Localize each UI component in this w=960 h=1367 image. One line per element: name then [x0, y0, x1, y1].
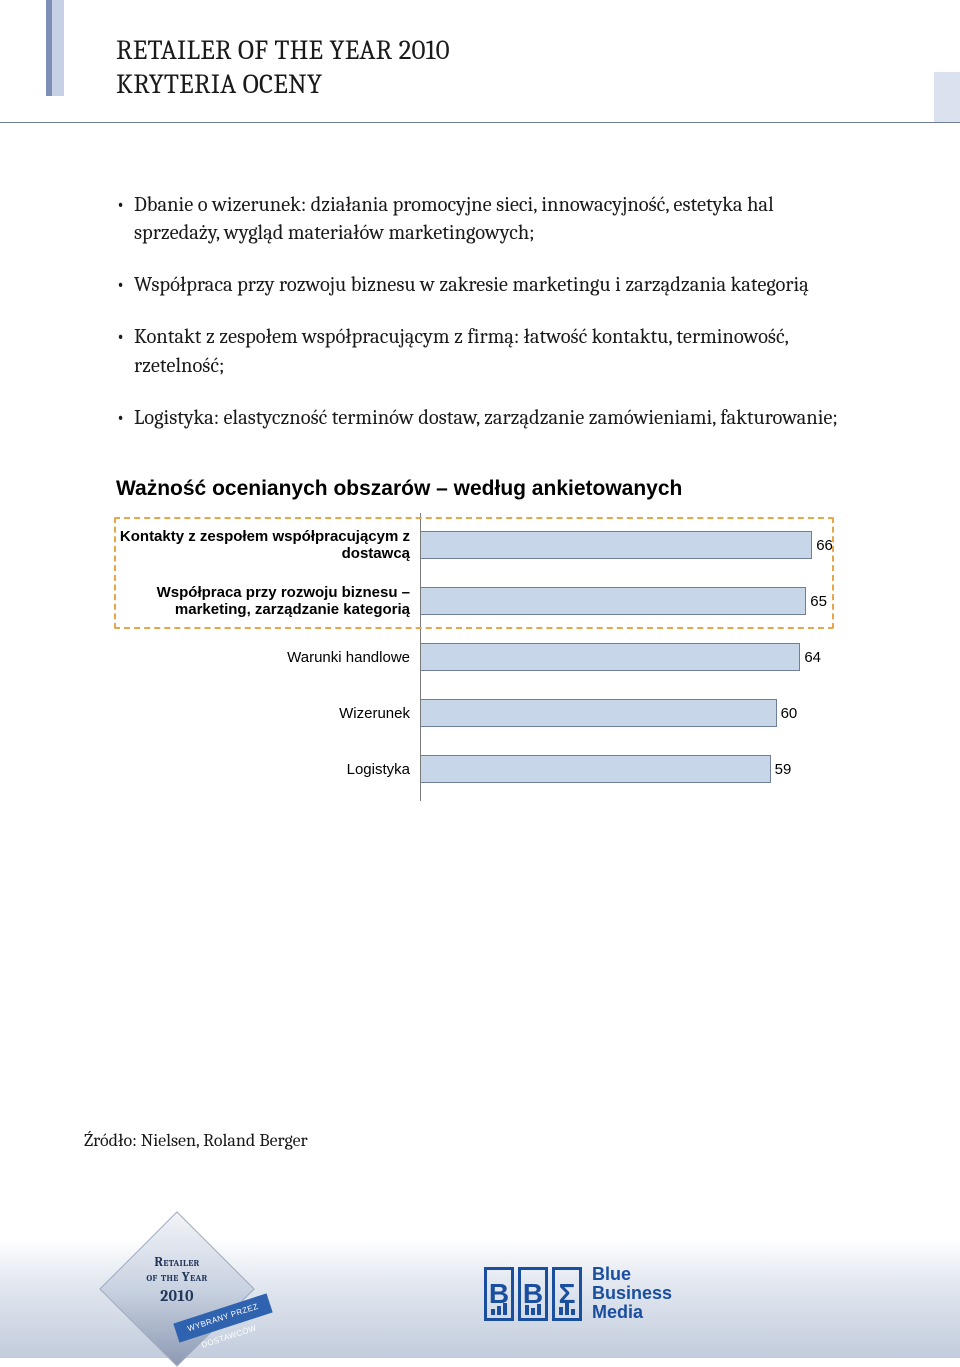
retailer-logo-year: 2010 — [110, 1288, 244, 1306]
chart-row-label: Współpraca przy rozwoju biznesu – market… — [116, 584, 420, 619]
page: RETAILER OF THE YEAR 2010 KRYTERIA OCENY… — [0, 0, 960, 1358]
chart-row: Wizerunek 60 — [116, 685, 836, 741]
bullet-list: Dbanie o wizerunek: działania promocyjne… — [116, 192, 840, 434]
chart-row-label: Kontakty z zespołem współpracującym z do… — [116, 528, 420, 563]
chart-row: Warunki handlowe 64 — [116, 629, 836, 685]
chart-bar-value: 64 — [804, 649, 821, 666]
bullet-item: Logistyka: elastyczność terminów dostaw,… — [116, 405, 840, 433]
page-title-line1: RETAILER OF THE YEAR 2010 — [116, 34, 960, 68]
accent-bar-right — [934, 72, 960, 122]
bbm-sigma-icon: Σ — [552, 1267, 582, 1321]
chart-row: Współpraca przy rozwoju biznesu – market… — [116, 573, 836, 629]
retailer-logo-text: Retailer of the Year 2010 — [110, 1256, 244, 1305]
chart-axis — [420, 569, 421, 633]
bbm-line3: Media — [592, 1303, 672, 1322]
retailer-logo-line1: Retailer — [154, 1255, 199, 1270]
bullet-item: Współpraca przy rozwoju biznesu w zakres… — [116, 272, 840, 300]
bbm-wordmark: Blue Business Media — [592, 1265, 672, 1322]
chart-row-label: Logistyka — [116, 761, 420, 778]
footer-logos: Retailer of the Year 2010 WYBRANY PRZEZ … — [0, 1198, 960, 1358]
header-rule — [0, 122, 960, 123]
retailer-logo-line2: of the Year — [146, 1270, 207, 1285]
footer-band: Retailer of the Year 2010 WYBRANY PRZEZ … — [0, 1198, 960, 1358]
chart-row: Kontakty z zespołem współpracującym z do… — [116, 517, 836, 573]
source-line: Źródło: Nielsen, Roland Berger — [84, 1130, 308, 1151]
chart-title: Ważność ocenianych obszarów – według ank… — [116, 477, 840, 501]
chart-axis — [420, 625, 421, 689]
chart-bar-cell: 59 — [420, 741, 836, 797]
chart-bar-cell: 65 — [420, 573, 836, 629]
retailer-of-the-year-logo: Retailer of the Year 2010 WYBRANY PRZEZ … — [110, 1216, 270, 1346]
chart-axis — [420, 513, 421, 577]
bullet-item: Kontakt z zespołem współpracującym z fir… — [116, 324, 840, 381]
chart-bar-cell: 66 — [420, 517, 836, 573]
chart-bar — [420, 643, 800, 671]
chart-bar-value: 66 — [816, 537, 833, 554]
chart-rows: Kontakty z zespołem współpracującym z do… — [116, 517, 836, 797]
bbm-letter-b: B — [518, 1267, 548, 1321]
bbm-letter-b: B — [484, 1267, 514, 1321]
chart-bar-cell: 64 — [420, 629, 836, 685]
chart-bar-cell: 60 — [420, 685, 836, 741]
chart-row-label: Wizerunek — [116, 705, 420, 722]
chart-bar-value: 60 — [781, 705, 798, 722]
chart-bar — [420, 587, 806, 615]
header-region: RETAILER OF THE YEAR 2010 KRYTERIA OCENY — [0, 0, 960, 102]
chart-bar — [420, 755, 771, 783]
chart-row: Logistyka 59 — [116, 741, 836, 797]
chart-region: Ważność ocenianych obszarów – według ank… — [116, 477, 840, 797]
chart-axis — [420, 737, 421, 801]
page-title-line2: KRYTERIA OCENY — [116, 68, 960, 102]
bullet-item: Dbanie o wizerunek: działania promocyjne… — [116, 192, 840, 249]
accent-bar-left — [46, 0, 64, 96]
chart-bar — [420, 699, 777, 727]
chart-bar-value: 59 — [775, 761, 792, 778]
chart-bar-value: 65 — [810, 593, 827, 610]
chart-axis — [420, 681, 421, 745]
bbm-line1: Blue — [592, 1265, 672, 1284]
blue-business-media-logo: B B Σ Blue Business Media — [484, 1265, 672, 1322]
chart-bar — [420, 531, 812, 559]
bbm-line2: Business — [592, 1284, 672, 1303]
chart-row-label: Warunki handlowe — [116, 649, 420, 666]
bbm-mark-icon: B B Σ — [484, 1267, 582, 1321]
chart-frame: Kontakty z zespołem współpracującym z do… — [116, 517, 836, 797]
header-titles: RETAILER OF THE YEAR 2010 KRYTERIA OCENY — [116, 22, 960, 102]
